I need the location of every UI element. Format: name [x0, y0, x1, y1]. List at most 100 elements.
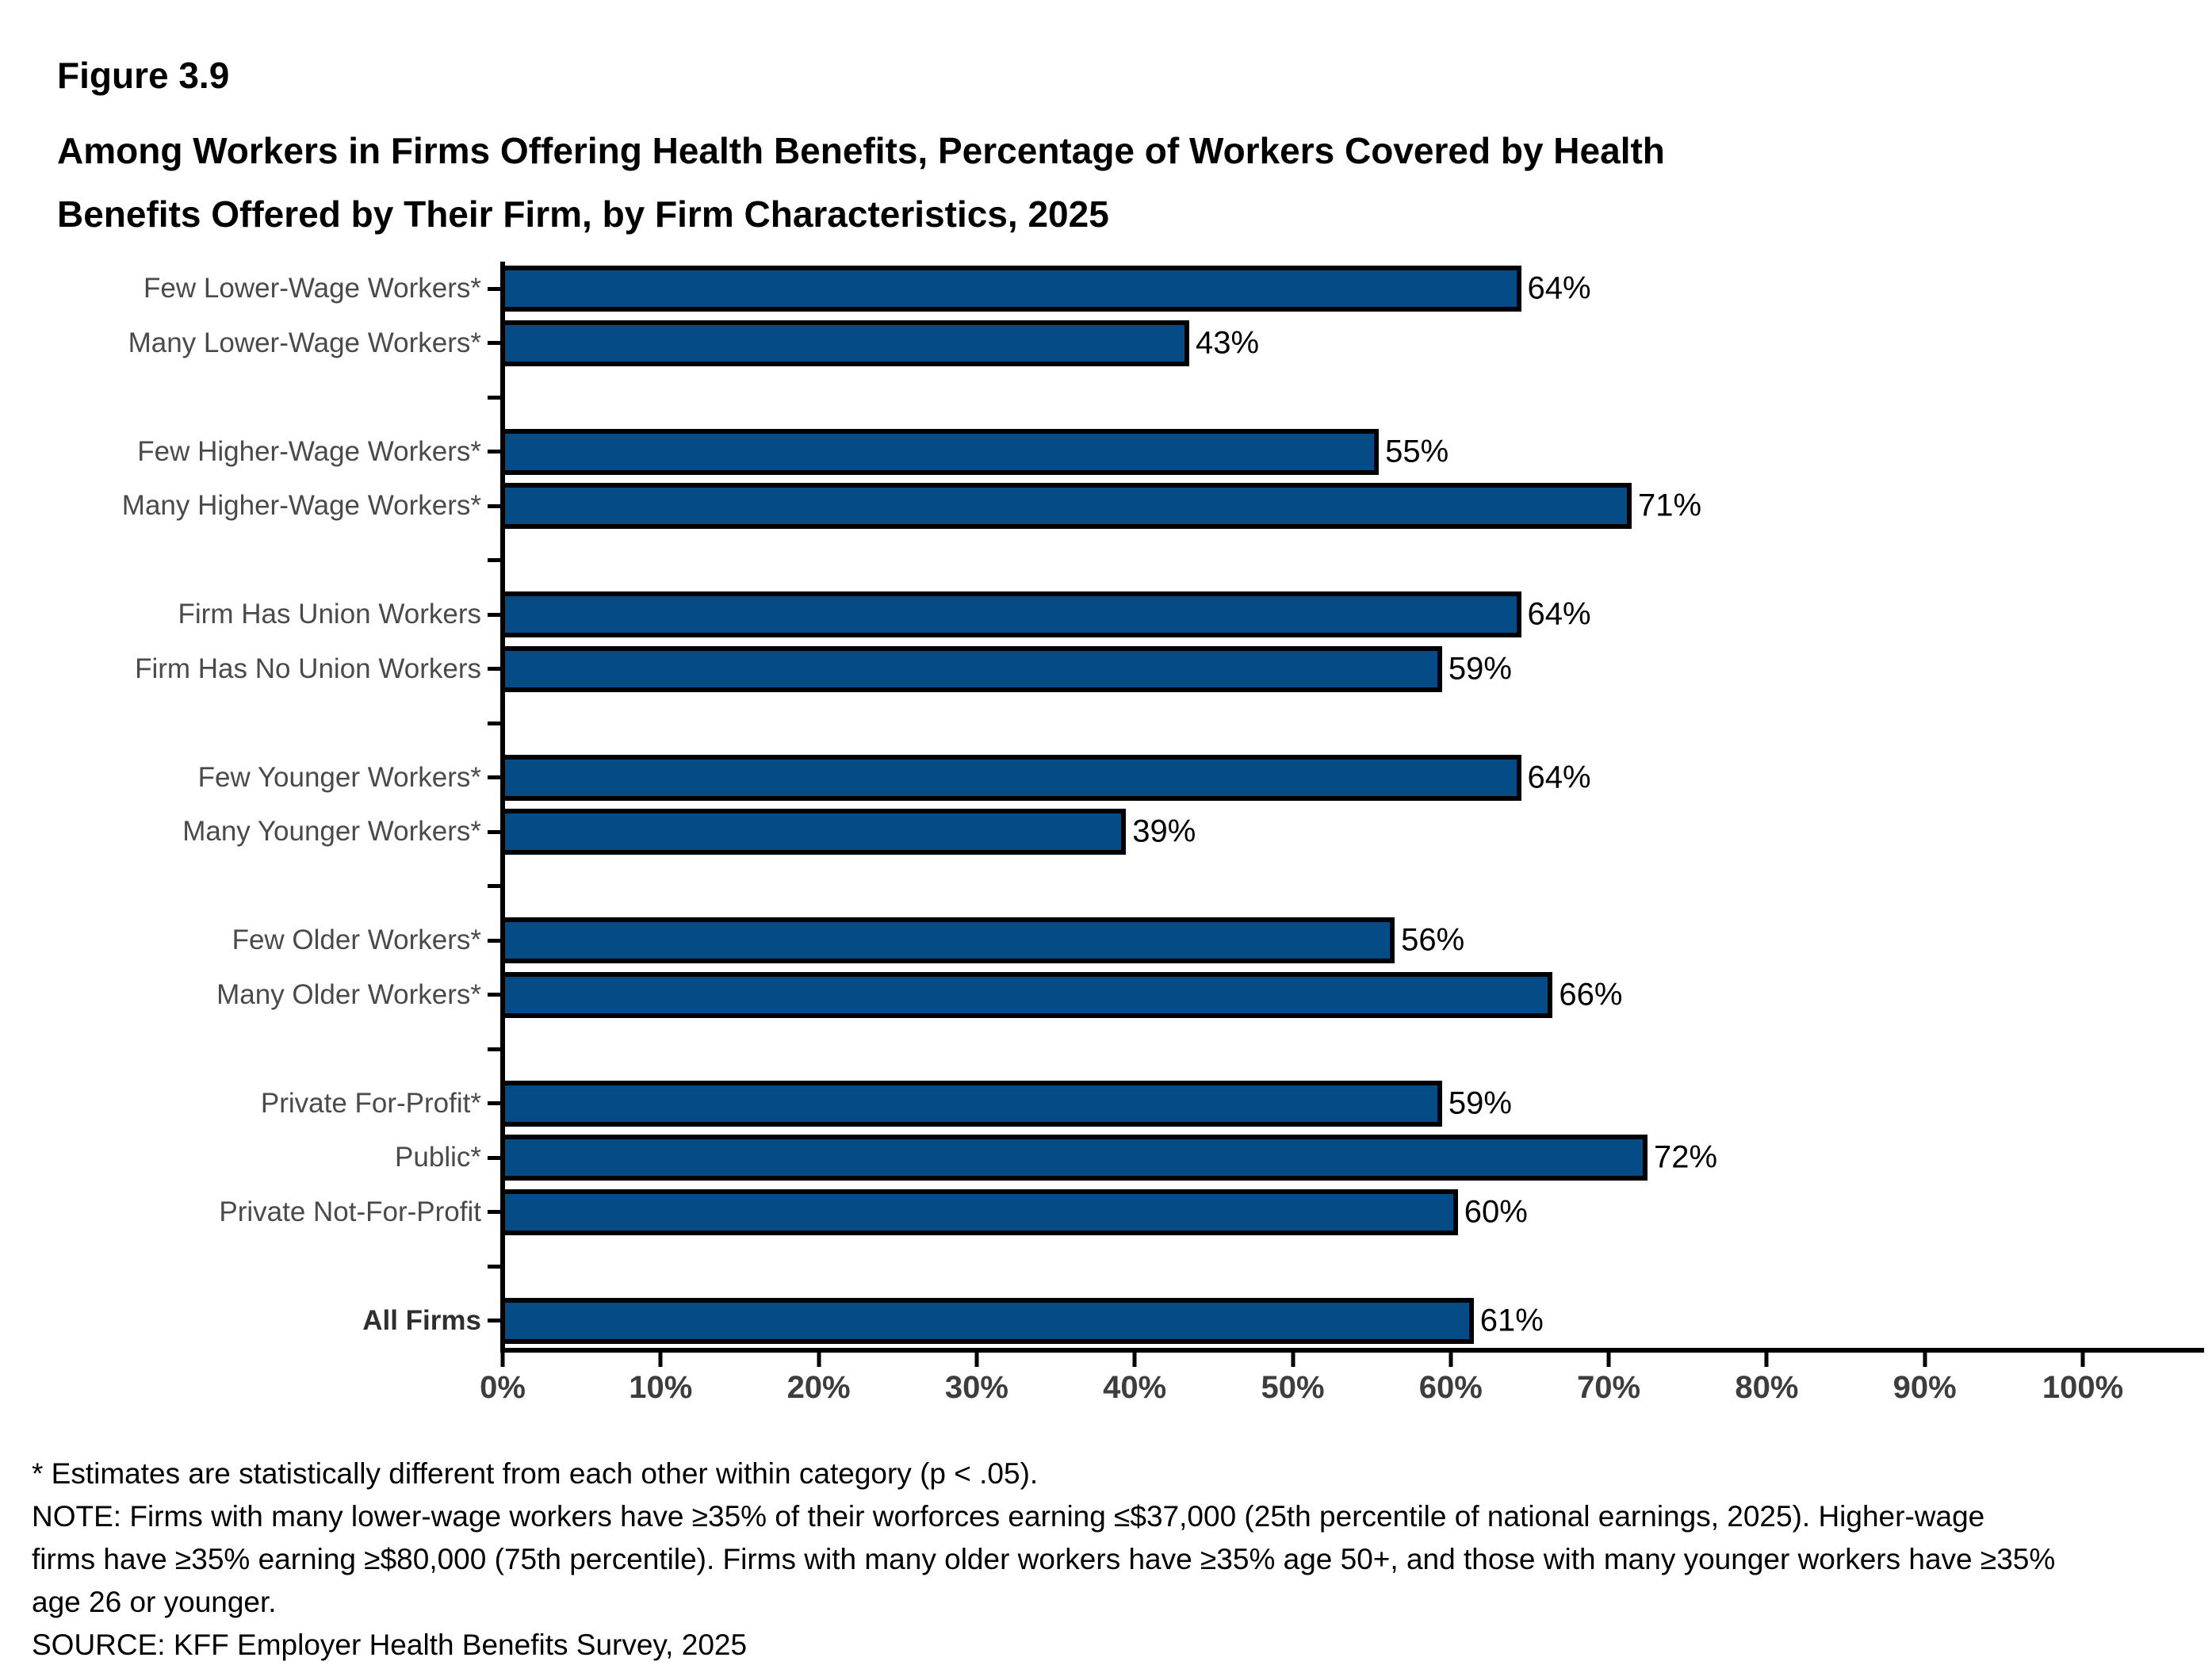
category-label-few-older-workers: Few Older Workers*: [232, 924, 481, 956]
x-axis-label-20: 20%: [786, 1370, 851, 1405]
y-axis-line: [500, 262, 505, 1353]
x-axis-label-50: 50%: [1261, 1370, 1325, 1405]
y-axis-tick: [488, 1210, 500, 1215]
row-plot-area: 59%: [500, 642, 2204, 697]
title-block: Figure 3.9 Among Workers in Firms Offeri…: [57, 54, 1665, 246]
row-plot-area: [505, 859, 2204, 914]
bar-value-private-not-for-profit: 60%: [1464, 1194, 1528, 1230]
y-axis-tick: [488, 558, 500, 563]
x-axis-tick-40: [1132, 1353, 1137, 1367]
bar-few-younger-workers: [500, 754, 1521, 801]
y-axis-tick: [488, 612, 500, 617]
bar-value-all-firms: 61%: [1479, 1303, 1544, 1338]
bar-value-few-higher-wage-workers: 55%: [1385, 434, 1449, 469]
footnote-note-line-3: age 26 or younger.: [32, 1586, 277, 1618]
footnote-note-line-1: NOTE: Firms with many lower-wage workers…: [32, 1500, 1985, 1533]
x-axis-tick-70: [1606, 1353, 1611, 1367]
chart-title-line-2: Benefits Offered by Their Firm, by Firm …: [57, 193, 1109, 235]
bar-many-younger-workers: [500, 809, 1127, 855]
footnote-source: SOURCE: KFF Employer Health Benefits Sur…: [32, 1629, 748, 1661]
row-plot-area: [505, 534, 2204, 588]
chart-row-few-higher-wage-workers: Few Higher-Wage Workers* 55%: [0, 425, 2204, 480]
bar-private-not-for-profit: [500, 1188, 1458, 1235]
chart-row-public: Public* 72%: [0, 1131, 2204, 1185]
row-plot-area: 72%: [500, 1131, 2204, 1185]
y-axis-tick: [488, 395, 500, 400]
row-plot-area: 64%: [500, 262, 2204, 316]
chart-title-line-1: Among Workers in Firms Offering Health B…: [57, 130, 1665, 171]
row-plot-area: 56%: [500, 913, 2204, 968]
y-axis-tick: [488, 721, 500, 725]
x-axis-tick-90: [1923, 1353, 1927, 1367]
x-axis-label-100: 100%: [2042, 1370, 2124, 1405]
category-label-firm-has-union-workers: Firm Has Union Workers: [178, 599, 481, 630]
x-axis-label-30: 30%: [944, 1370, 1008, 1405]
y-axis-tick: [488, 884, 500, 889]
row-plot-area: [505, 1022, 2204, 1077]
row-plot-area: 71%: [500, 479, 2204, 534]
y-axis-tick: [488, 286, 500, 291]
y-axis-tick: [488, 1101, 500, 1106]
y-axis-tick: [488, 1264, 500, 1269]
bar-value-few-lower-wage-workers: 64%: [1527, 270, 1591, 306]
category-label-few-younger-workers: Few Younger Workers*: [197, 761, 481, 793]
bar-value-many-younger-workers: 39%: [1132, 813, 1196, 849]
row-plot-area: 64%: [500, 751, 2204, 806]
category-label-many-older-workers: Many Older Workers*: [216, 978, 481, 1010]
bar-all-firms: [500, 1297, 1474, 1344]
chart-row-private-not-for-profit: Private Not-For-Profit 60%: [0, 1185, 2204, 1240]
chart-row-firm-has-union-workers: Firm Has Union Workers 64%: [0, 588, 2204, 642]
chart-row-many-younger-workers: Many Younger Workers* 39%: [0, 805, 2204, 859]
x-axis-tick-0: [500, 1353, 505, 1367]
x-axis-label-70: 70%: [1577, 1370, 1641, 1405]
bar-value-private-for-profit: 59%: [1448, 1085, 1512, 1121]
bar-value-few-younger-workers: 64%: [1527, 760, 1591, 795]
x-axis-label-80: 80%: [1735, 1370, 1799, 1405]
category-label-many-younger-workers: Many Younger Workers*: [182, 816, 481, 848]
bar-value-firm-has-no-union-workers: 59%: [1448, 651, 1512, 687]
category-label-few-higher-wage-workers: Few Higher-Wage Workers*: [137, 435, 481, 467]
x-axis-label-60: 60%: [1418, 1370, 1483, 1405]
chart-row-few-older-workers: Few Older Workers* 56%: [0, 913, 2204, 968]
footnote-significance: * Estimates are statistically different …: [32, 1457, 1039, 1490]
category-label-private-not-for-profit: Private Not-For-Profit: [219, 1196, 481, 1227]
chart-spacer-row: [0, 859, 2204, 914]
category-label-few-lower-wage-workers: Few Lower-Wage Workers*: [144, 273, 481, 304]
figure-number: Figure 3.9: [57, 55, 230, 96]
row-plot-area: 61%: [500, 1294, 2204, 1349]
x-axis-tick-30: [974, 1353, 979, 1367]
x-axis-tick-100: [2080, 1353, 2085, 1367]
bar-many-higher-wage-workers: [500, 483, 1632, 530]
y-axis-tick: [488, 450, 500, 454]
bar-value-many-lower-wage-workers: 43%: [1195, 325, 1260, 361]
row-plot-area: 43%: [500, 316, 2204, 371]
chart-row-many-lower-wage-workers: Many Lower-Wage Workers* 43%: [0, 316, 2204, 371]
bar-value-public: 72%: [1653, 1139, 1718, 1175]
category-label-many-higher-wage-workers: Many Higher-Wage Workers*: [121, 490, 481, 522]
bar-value-firm-has-union-workers: 64%: [1527, 596, 1591, 632]
y-axis-tick: [488, 829, 500, 834]
chart-spacer-row: [0, 1022, 2204, 1077]
bar-many-older-workers: [500, 971, 1553, 1018]
x-axis-label-0: 0%: [480, 1370, 526, 1405]
category-label-public: Public*: [395, 1142, 481, 1173]
footnotes: * Estimates are statistically different …: [32, 1453, 2055, 1665]
row-plot-area: [505, 370, 2204, 425]
row-plot-area: 66%: [500, 968, 2204, 1023]
chart-row-few-lower-wage-workers: Few Lower-Wage Workers* 64%: [0, 262, 2204, 316]
bar-few-older-workers: [500, 917, 1395, 964]
row-plot-area: 59%: [500, 1077, 2204, 1131]
row-plot-area: 64%: [500, 588, 2204, 642]
chart-rows: Few Lower-Wage Workers* 64% Many Lower-Wag…: [0, 262, 2204, 1348]
category-label-many-lower-wage-workers: Many Lower-Wage Workers*: [128, 327, 481, 358]
row-plot-area: [505, 696, 2204, 751]
bar-value-few-older-workers: 56%: [1401, 922, 1465, 958]
bar-few-higher-wage-workers: [500, 428, 1380, 475]
chart-row-all-firms: All Firms 61%: [0, 1294, 2204, 1349]
chart-spacer-row: [0, 1239, 2204, 1294]
y-axis-tick: [488, 1319, 500, 1323]
y-axis-tick: [488, 667, 500, 672]
bar-private-for-profit: [500, 1080, 1442, 1127]
bar-public: [500, 1135, 1648, 1181]
